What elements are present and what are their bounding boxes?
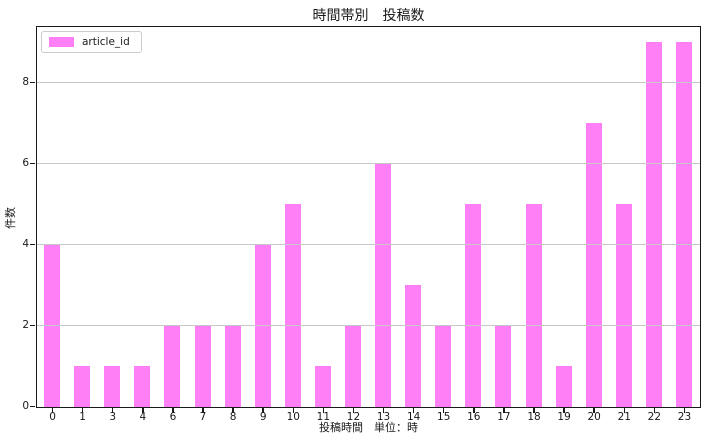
y-tick-label-0: 0	[22, 400, 29, 412]
gridline-y-2	[37, 324, 700, 326]
x-tick-label-20: 20	[587, 411, 601, 423]
bar-hour-3	[104, 366, 121, 407]
bar-hour-15	[435, 325, 452, 407]
y-tick-label-6: 6	[22, 156, 29, 169]
x-tick-mark-6	[172, 408, 174, 413]
gridline-y-4	[37, 243, 700, 245]
x-tick-label-15: 15	[437, 411, 451, 423]
bar-hour-17	[495, 325, 512, 407]
x-tick-label-23: 23	[677, 411, 692, 423]
legend-swatch	[49, 37, 74, 47]
legend: article_id	[41, 31, 142, 53]
x-tick-label-7: 7	[199, 411, 207, 423]
x-tick-mark-8	[232, 408, 234, 413]
x-tick-mark-0	[51, 408, 54, 413]
x-tick-label-11: 11	[316, 411, 331, 423]
y-tick-mark-2	[30, 324, 35, 327]
x-tick-label-9: 9	[259, 411, 267, 423]
bar-hour-23	[675, 42, 692, 407]
x-tick-mark-22	[653, 408, 656, 413]
bar-hour-18	[525, 204, 542, 407]
bar-hour-8	[224, 325, 241, 407]
plot-area: article_id	[36, 26, 701, 408]
y-tick-mark-0	[30, 405, 35, 408]
x-tick-label-16: 16	[467, 411, 481, 423]
x-tick-mark-13	[382, 408, 385, 413]
x-tick-mark-3	[112, 408, 114, 413]
x-tick-mark-12	[352, 408, 355, 413]
x-tick-label-22: 22	[647, 411, 662, 423]
gridline-y-8	[37, 81, 700, 83]
bar-hour-9	[254, 244, 271, 407]
y-tick-label-2: 2	[22, 318, 29, 331]
x-axis-label: 投稿時間 単位：時	[319, 421, 418, 434]
x-tick-mark-21	[623, 408, 625, 413]
bar-hour-20	[585, 123, 602, 407]
x-tick-mark-15	[443, 408, 445, 413]
bar-hour-11	[314, 366, 331, 407]
x-tick-label-6: 6	[169, 411, 177, 423]
bar-hour-22	[645, 42, 662, 407]
x-tick-mark-18	[533, 408, 535, 413]
x-tick-mark-17	[503, 408, 505, 413]
legend-label: article_id	[82, 36, 130, 48]
x-tick-mark-16	[473, 408, 475, 413]
x-tick-label-1: 1	[79, 411, 86, 423]
bar-hour-6	[164, 325, 181, 407]
y-tick-label-8: 8	[22, 75, 29, 88]
x-tick-mark-9	[262, 408, 264, 413]
bar-hour-14	[405, 285, 422, 407]
x-tick-label-12: 12	[346, 411, 361, 423]
x-tick-label-8: 8	[229, 411, 237, 423]
x-tick-mark-20	[593, 408, 595, 413]
bar-hour-13	[375, 163, 392, 407]
bar-hour-1	[74, 366, 91, 407]
y-tick-label-4: 4	[22, 237, 29, 250]
bar-hour-21	[615, 204, 632, 407]
bar-hour-19	[555, 366, 572, 407]
x-tick-label-19: 19	[557, 411, 571, 423]
x-tick-mark-11	[322, 408, 325, 413]
x-tick-label-14: 14	[406, 411, 421, 423]
x-tick-mark-14	[412, 408, 415, 413]
x-tick-label-18: 18	[527, 411, 541, 423]
bar-hour-0	[44, 244, 61, 407]
gridline-y-6	[37, 162, 700, 164]
chart-title: 時間帯別 投稿数	[312, 8, 425, 24]
bar-hour-12	[344, 325, 361, 407]
x-tick-mark-23	[683, 408, 686, 413]
y-tick-mark-8	[30, 81, 35, 83]
x-tick-label-10: 10	[286, 411, 300, 423]
x-tick-label-4: 4	[139, 411, 147, 423]
x-tick-label-0: 0	[49, 411, 56, 423]
x-tick-label-21: 21	[617, 411, 631, 423]
bar-hour-10	[284, 204, 301, 407]
bar-hour-16	[465, 204, 482, 407]
x-tick-mark-4	[142, 408, 144, 413]
bar-hour-4	[134, 366, 151, 407]
x-tick-label-3: 3	[109, 411, 117, 423]
bar-hour-7	[194, 325, 211, 407]
x-tick-mark-10	[292, 408, 294, 413]
x-tick-mark-1	[81, 408, 84, 413]
x-tick-mark-19	[563, 408, 565, 413]
x-tick-label-17: 17	[497, 411, 511, 423]
x-tick-mark-7	[202, 408, 204, 413]
x-tick-label-13: 13	[376, 411, 391, 423]
y-tick-mark-6	[30, 162, 35, 164]
y-tick-mark-4	[30, 243, 35, 246]
